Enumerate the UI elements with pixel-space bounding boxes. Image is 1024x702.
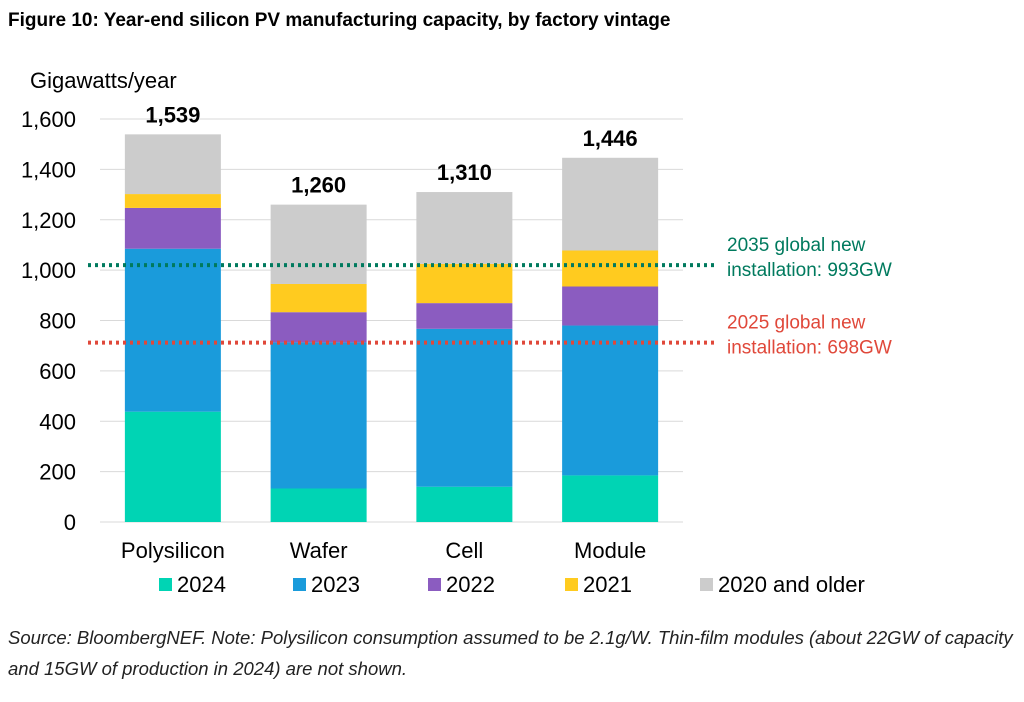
bar-module-2023: [562, 325, 659, 476]
bar-cell-2022: [416, 303, 513, 329]
y-tick-label: 800: [39, 309, 76, 334]
legend-swatch: [159, 578, 172, 591]
bar-polysilicon-2024: [124, 411, 221, 522]
y-axis-label: Gigawatts/year: [30, 68, 177, 93]
reference-label-line2: installation: 993GW: [727, 260, 892, 281]
y-tick-label: 600: [39, 359, 76, 384]
x-tick-label: Cell: [445, 538, 483, 563]
legend-label: 2024: [177, 572, 226, 597]
y-tick-label: 1,200: [21, 208, 76, 233]
stacked-bar-chart: 2035 global new installation: 993GW 2025 g…: [21, 68, 892, 597]
y-tick-label: 0: [64, 510, 76, 535]
y-tick-label: 1,400: [21, 157, 76, 182]
bar-wafer-2022: [270, 312, 367, 343]
legend: 2024 2023 2022 2021 2020 and older: [159, 572, 865, 597]
reference-label-line1: 2025 global new: [727, 313, 866, 334]
reference-lines: 2035 global new installation: 993GW 2025 g…: [88, 235, 892, 359]
bar-wafer-2024: [270, 488, 367, 522]
y-tick-label: 1,600: [21, 107, 76, 132]
legend-swatch: [428, 578, 441, 591]
bar-module-2021: [562, 250, 659, 287]
bars: [124, 134, 659, 522]
bar-cell-2021: [416, 263, 513, 304]
legend-label: 2021: [583, 572, 632, 597]
total-label: 1,539: [145, 102, 200, 127]
bar-module-2024: [562, 475, 659, 522]
bar-polysilicon-2023: [124, 248, 221, 412]
x-tick-label: Polysilicon: [121, 538, 225, 563]
total-label: 1,310: [437, 160, 492, 185]
legend-label: 2020 and older: [718, 572, 865, 597]
bar-wafer-2023: [270, 342, 367, 489]
y-tick-label: 400: [39, 409, 76, 434]
bar-cell-2020-and-older: [416, 192, 513, 264]
legend-label: 2022: [446, 572, 495, 597]
total-label: 1,260: [291, 173, 346, 198]
source-note: Source: BloombergNEF. Note: Polysilicon …: [8, 627, 1013, 679]
total-labels: 1,539 1,260 1,310 1,446: [145, 102, 637, 197]
reference-label-line2: installation: 698GW: [727, 338, 892, 359]
reference-label-line1: 2035 global new: [727, 235, 866, 256]
y-tick-label: 1,000: [21, 258, 76, 283]
legend-swatch: [293, 578, 306, 591]
x-tick-label: Module: [574, 538, 646, 563]
figure-title: Figure 10: Year-end silicon PV manufactu…: [8, 10, 671, 31]
legend-swatch: [700, 578, 713, 591]
bar-module-2020-and-older: [562, 157, 659, 251]
x-tick-label: Wafer: [290, 538, 348, 563]
y-tick-label: 200: [39, 460, 76, 485]
bar-module-2022: [562, 286, 659, 326]
y-axis-ticks: 0 200 400 600 800 1,000 1,200 1,400 1,600: [21, 107, 76, 535]
bar-wafer-2021: [270, 283, 367, 313]
legend-label: 2023: [311, 572, 360, 597]
bar-cell-2023: [416, 328, 513, 487]
bar-cell-2024: [416, 486, 513, 522]
bar-polysilicon-2022: [124, 207, 221, 249]
x-axis-labels: Polysilicon Wafer Cell Module: [121, 538, 646, 563]
legend-swatch: [565, 578, 578, 591]
total-label: 1,446: [583, 126, 638, 151]
bar-wafer-2020-and-older: [270, 204, 367, 284]
bar-polysilicon-2020-and-older: [124, 134, 221, 195]
bar-polysilicon-2021: [124, 194, 221, 208]
